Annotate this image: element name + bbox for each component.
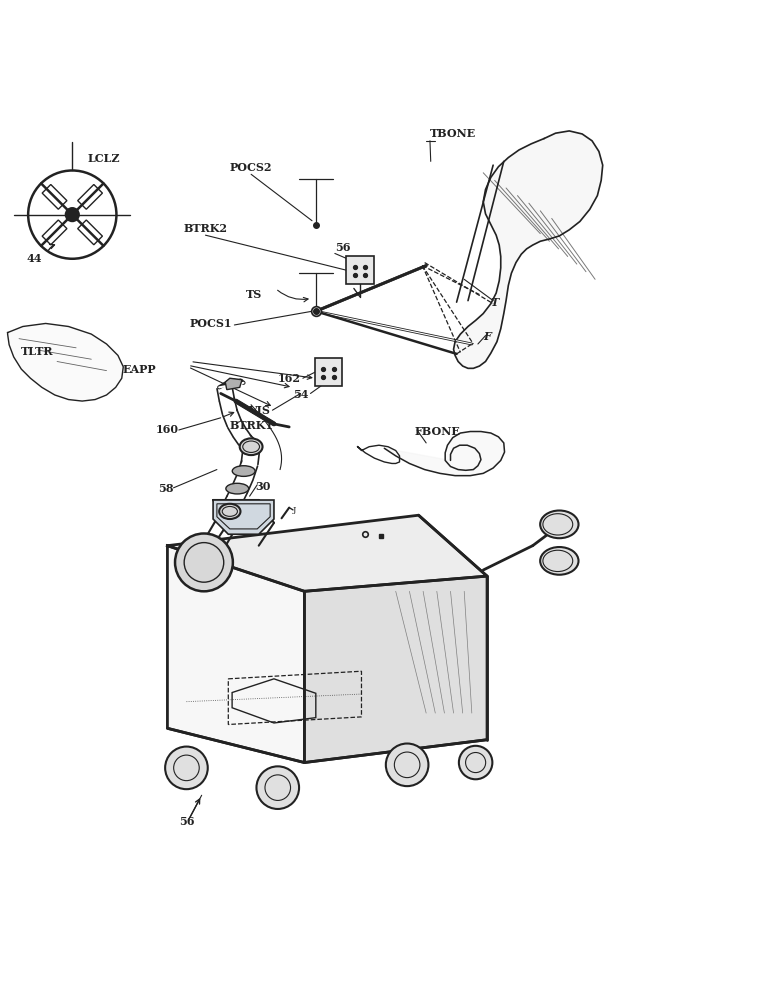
Polygon shape — [225, 378, 242, 390]
Polygon shape — [304, 576, 487, 763]
Text: 58: 58 — [158, 483, 174, 494]
Text: 30: 30 — [255, 481, 270, 492]
Polygon shape — [454, 131, 603, 368]
Text: POCS2: POCS2 — [230, 162, 272, 173]
Text: 54: 54 — [293, 389, 308, 400]
Text: 44: 44 — [27, 253, 42, 264]
Text: BTRK2: BTRK2 — [183, 223, 228, 234]
Ellipse shape — [219, 504, 240, 519]
Polygon shape — [213, 500, 274, 534]
Text: TBONE: TBONE — [430, 128, 476, 139]
Text: BTRK1: BTRK1 — [230, 420, 274, 431]
Polygon shape — [315, 358, 342, 386]
Text: TLTR: TLTR — [21, 346, 54, 357]
Text: F: F — [483, 331, 491, 342]
Text: LCLZ: LCLZ — [88, 153, 120, 164]
Ellipse shape — [240, 438, 263, 455]
Text: POCS1: POCS1 — [189, 318, 232, 329]
Circle shape — [386, 744, 428, 786]
Text: 56: 56 — [335, 242, 350, 253]
Ellipse shape — [226, 483, 249, 494]
Text: 56: 56 — [179, 816, 194, 827]
Polygon shape — [8, 323, 123, 401]
Polygon shape — [384, 432, 505, 476]
Circle shape — [165, 747, 208, 789]
Text: 160: 160 — [156, 424, 179, 435]
Polygon shape — [346, 256, 374, 284]
Text: EAPP: EAPP — [123, 364, 156, 375]
Text: TS: TS — [247, 289, 263, 300]
Ellipse shape — [232, 466, 255, 476]
Text: J: J — [293, 506, 296, 514]
Text: FBONE: FBONE — [415, 426, 460, 437]
Circle shape — [459, 746, 492, 779]
Ellipse shape — [540, 511, 578, 538]
Circle shape — [65, 207, 80, 222]
Circle shape — [256, 766, 299, 809]
Polygon shape — [167, 546, 304, 763]
Ellipse shape — [540, 547, 578, 575]
Text: 162: 162 — [278, 373, 301, 384]
Polygon shape — [167, 515, 487, 591]
Text: T: T — [491, 297, 499, 308]
Text: VIS: VIS — [248, 405, 270, 416]
Circle shape — [175, 533, 233, 591]
